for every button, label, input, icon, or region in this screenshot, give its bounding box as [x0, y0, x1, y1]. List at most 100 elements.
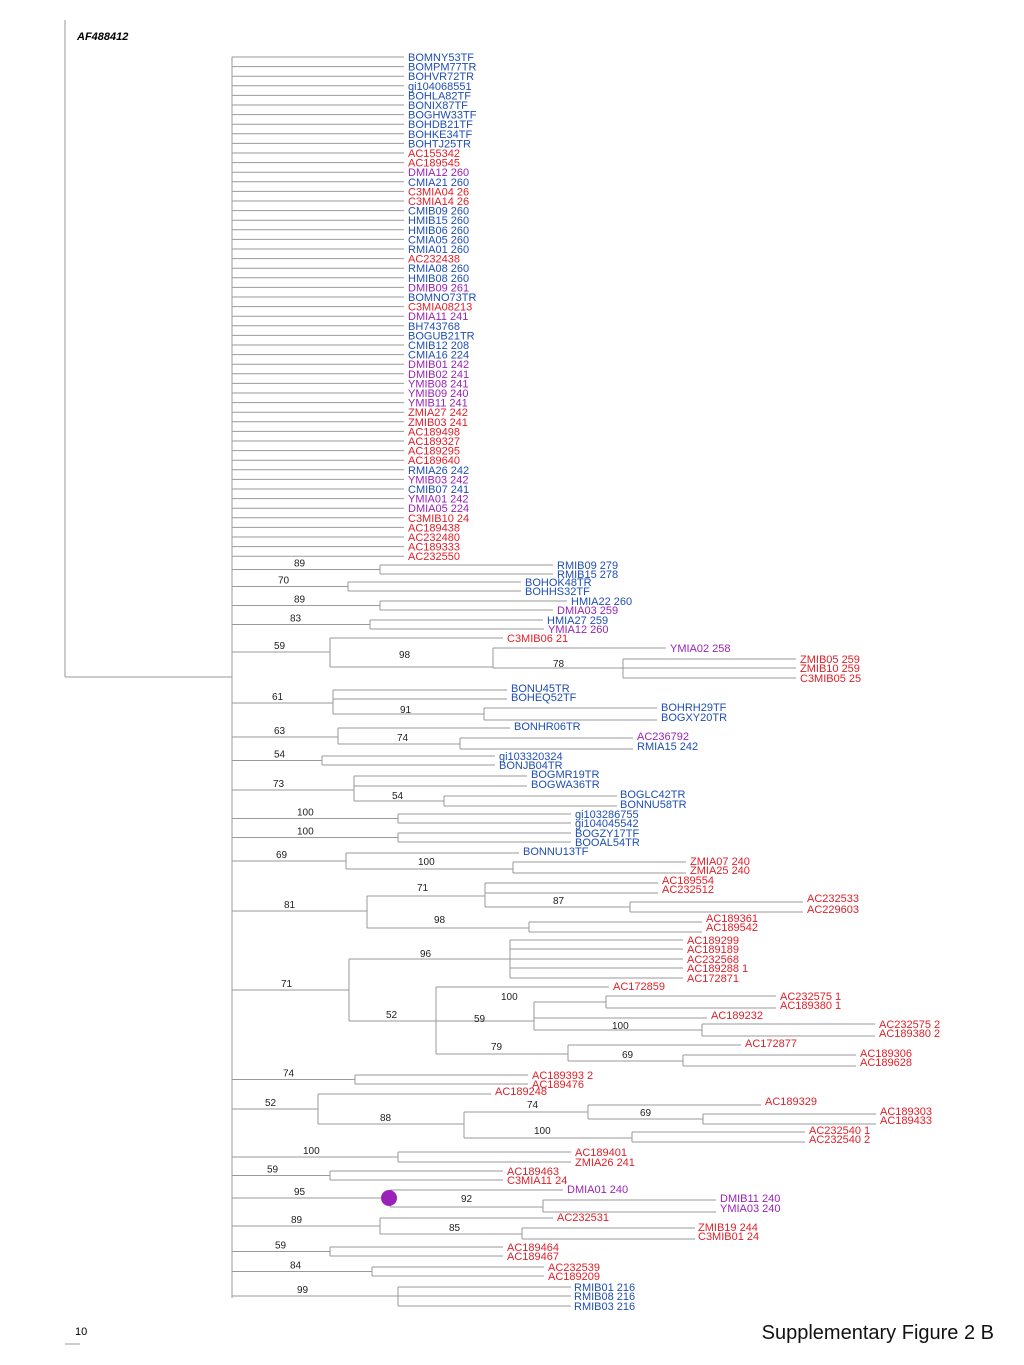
- taxon-label: AC232539: [548, 1262, 600, 1274]
- bootstrap-label: 69: [640, 1108, 652, 1119]
- taxon-label: BOHVR72TR: [408, 71, 474, 83]
- scale-bar-label: 10: [75, 1326, 87, 1338]
- bootstrap-label: 73: [273, 779, 285, 790]
- node-marker: [381, 1190, 397, 1206]
- taxon-label: AC189380 2: [879, 1028, 940, 1040]
- taxon-label: AC232575 1: [780, 991, 841, 1003]
- bootstrap-label: 71: [417, 883, 429, 894]
- taxon-label: BOHTJ25TR: [408, 138, 471, 150]
- taxon-label: AC189189: [687, 944, 739, 956]
- taxon-label: BOHHS32TF: [525, 586, 590, 598]
- taxon-label: CMIB09 260: [408, 206, 469, 218]
- taxon-label: BOHLA82TF: [408, 90, 471, 102]
- bootstrap-label: 100: [297, 827, 314, 838]
- bootstrap-label: 59: [267, 1165, 279, 1176]
- bootstrap-label: 89: [291, 1215, 303, 1226]
- taxon-label: HMIB15 260: [408, 215, 469, 227]
- bootstrap-label: 98: [434, 915, 446, 926]
- taxon-label: RMIB08 216: [574, 1291, 635, 1303]
- taxon-label: AC189248: [495, 1086, 547, 1098]
- taxon-label: AC189232: [711, 1010, 763, 1022]
- taxon-label: CMIA16 224: [408, 350, 469, 362]
- taxon-label: CMIB12 208: [408, 340, 469, 352]
- bootstrap-label: 54: [392, 791, 404, 802]
- figure-caption: Supplementary Figure 2 B: [762, 1322, 994, 1344]
- taxon-label: C3MIB06 21: [507, 633, 568, 645]
- taxon-label: AC189554: [662, 875, 714, 887]
- taxon-label: DMIB02 241: [408, 369, 469, 381]
- taxon-label: AC232575 2: [879, 1019, 940, 1031]
- taxon-label: AC172877: [745, 1038, 797, 1050]
- taxon-label: AC189288 1: [687, 963, 748, 975]
- taxon-label: ZMIB10 259: [800, 663, 860, 675]
- taxon-label: AC189545: [408, 158, 460, 170]
- taxon-label: AC189498: [408, 426, 460, 438]
- taxon-label: ZMIA25 240: [690, 865, 750, 877]
- taxon-label: BONHR06TR: [514, 721, 581, 733]
- taxon-label: C3MIB10 24: [408, 513, 469, 525]
- taxon-label: BOGLC42TR: [620, 789, 685, 801]
- taxon-label: gi103286755: [575, 809, 639, 821]
- taxon-label: RMIA15 242: [637, 741, 698, 753]
- taxon-label: DMIA03 259: [557, 605, 618, 617]
- bootstrap-label: 52: [265, 1098, 277, 1109]
- taxon-label: AC189467: [507, 1251, 559, 1263]
- bootstrap-label: 88: [380, 1113, 392, 1124]
- taxon-label: gi104068551: [408, 81, 472, 93]
- taxon-label: RMIA08 260: [408, 263, 469, 275]
- bootstrap-label: 100: [501, 992, 518, 1003]
- taxon-label: BOHEQ52TF: [511, 692, 577, 704]
- bootstrap-label: 84: [290, 1261, 302, 1272]
- taxon-label: AC189333: [408, 542, 460, 554]
- taxon-label: ZMIA26 241: [575, 1157, 635, 1169]
- taxon-label: DMIA05 224: [408, 503, 469, 515]
- taxon-label: RMIB03 216: [574, 1301, 635, 1313]
- bootstrap-label: 63: [274, 726, 286, 737]
- taxon-label: AC189209: [548, 1271, 600, 1283]
- taxon-label: AC189295: [408, 446, 460, 458]
- bootstrap-label: 59: [474, 1014, 486, 1025]
- bootstrap-label: 79: [491, 1042, 503, 1053]
- taxon-label: BOGXY20TR: [661, 712, 727, 724]
- taxon-label: AC155342: [408, 148, 460, 160]
- bootstrap-label: 78: [553, 659, 565, 670]
- taxon-label: BOGUB21TR: [408, 330, 475, 342]
- taxon-label: AC189401: [575, 1147, 627, 1159]
- bootstrap-label: 87: [553, 896, 565, 907]
- taxon-label: AC189542: [706, 922, 758, 934]
- taxon-label: AC232480: [408, 532, 460, 544]
- bootstrap-label: 59: [274, 641, 286, 652]
- taxon-label: AC232533: [807, 893, 859, 905]
- bootstrap-label: 85: [449, 1223, 461, 1234]
- taxon-label: AC189299: [687, 935, 739, 947]
- taxon-label: YMIB08 241: [408, 378, 469, 390]
- taxon-label: AC189393 2: [532, 1070, 593, 1082]
- bootstrap-label: 59: [275, 1241, 287, 1252]
- bootstrap-label: 70: [278, 576, 290, 587]
- taxon-label: ZMIA07 240: [690, 856, 750, 868]
- bootstrap-label: 100: [418, 857, 435, 868]
- taxon-label: C3MIB01 24: [698, 1231, 759, 1243]
- taxon-label: AC189327: [408, 436, 460, 448]
- bootstrap-label: 69: [276, 850, 288, 861]
- taxon-label: BOHDB21TF: [408, 119, 473, 131]
- taxon-label: AC189438: [408, 522, 460, 534]
- taxon-label: HMIB06 260: [408, 225, 469, 237]
- taxon-label: AC172871: [687, 973, 739, 985]
- taxon-label: BOMPM77TR: [408, 62, 477, 74]
- root-label: AF488412: [76, 31, 128, 43]
- taxon-label: AC189463: [507, 1166, 559, 1178]
- taxon-label: HMIA22 260: [571, 596, 632, 608]
- taxon-label: BONU45TR: [511, 683, 570, 695]
- taxon-label: DMIA01 240: [567, 1184, 628, 1196]
- taxon-label: AC232540 1: [809, 1125, 870, 1137]
- taxon-label: AC232568: [687, 954, 739, 966]
- bootstrap-label: 91: [400, 705, 412, 716]
- bootstrap-label: 100: [297, 808, 314, 819]
- bootstrap-label: 96: [420, 949, 432, 960]
- taxon-label: C3MIA11 24: [507, 1175, 567, 1187]
- bootstrap-label: 61: [272, 692, 284, 703]
- taxon-label: RMIB09 279: [557, 560, 618, 572]
- taxon-label: ZMIB19 244: [698, 1222, 758, 1234]
- bootstrap-label: 74: [527, 1100, 539, 1111]
